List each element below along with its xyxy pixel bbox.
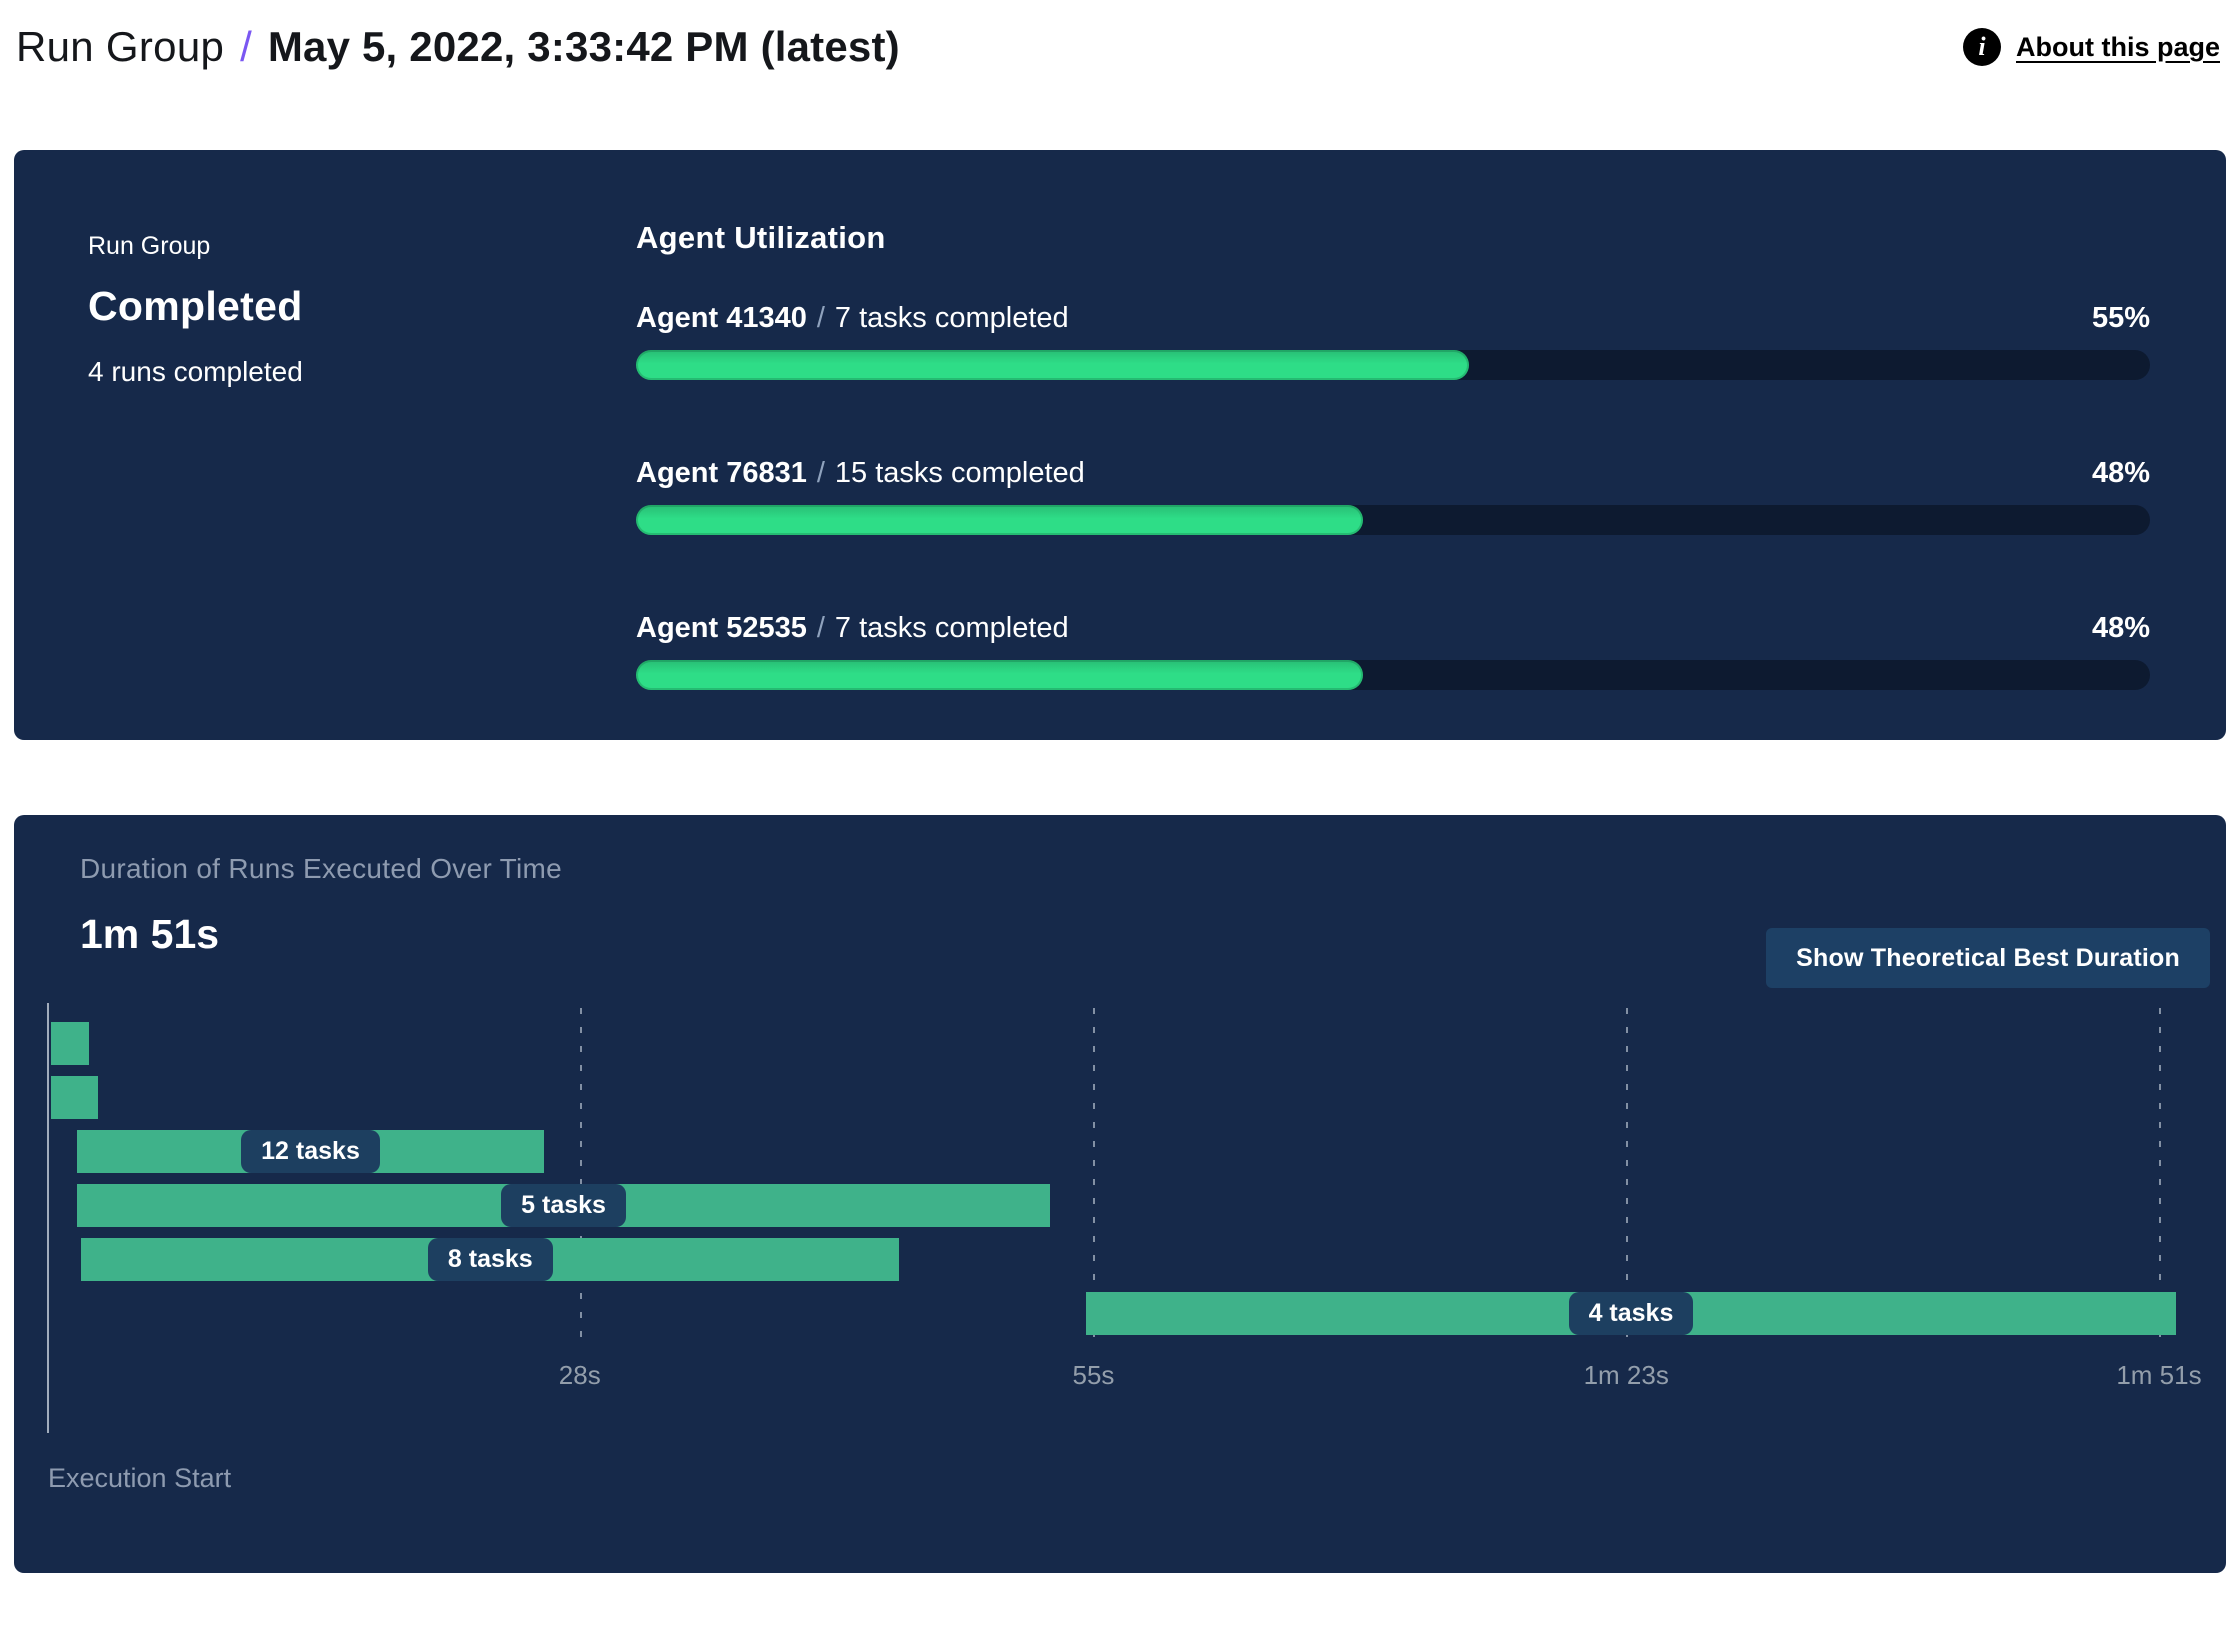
breadcrumb: Run Group / May 5, 2022, 3:33:42 PM (lat…	[16, 23, 900, 71]
agent-label-separator: /	[816, 457, 825, 489]
agent-name: Agent 41340	[636, 302, 807, 334]
gantt-bar-label: 5 tasks	[501, 1184, 626, 1227]
gantt-tick-label: 1m 51s	[2116, 1360, 2202, 1390]
run-group-label: Run Group	[88, 232, 211, 260]
about-link-label: About this page	[2016, 31, 2220, 62]
breadcrumb-root: Run Group	[16, 23, 225, 70]
run-group-summary: Run Group Completed 4 runs completed	[88, 220, 636, 740]
agent-utilization-percent: 48%	[2091, 457, 2150, 489]
page-header: Run Group / May 5, 2022, 3:33:42 PM (lat…	[0, 0, 2240, 80]
agent-tasks-completed: 7 tasks completed	[834, 302, 1069, 334]
gantt-chart-area: 28s 55s 1m 23s 1m 51s 12 tasks 5 tasks 8 tasks…	[47, 1003, 2202, 1433]
gantt-run-bar[interactable]: 4 tasks	[1085, 1292, 2177, 1335]
gantt-gridline	[1093, 1008, 1096, 1348]
breadcrumb-separator: /	[240, 23, 252, 70]
gantt-gridline	[2158, 1008, 2161, 1348]
gantt-tick-label: 28s	[558, 1360, 601, 1390]
utilization-progress-track	[636, 660, 2150, 690]
about-this-page-link[interactable]: i About this page	[1963, 28, 2220, 66]
gantt-run-bar[interactable]: 8 tasks	[81, 1238, 900, 1281]
agent-utilization-row: Agent 76831 / 15 tasks completed 48%	[636, 457, 2150, 535]
gantt-run-bar[interactable]	[50, 1076, 99, 1119]
show-theoretical-best-duration-button[interactable]: Show Theoretical Best Duration	[1766, 928, 2210, 988]
agent-label-separator: /	[816, 612, 825, 644]
agent-label-separator: /	[816, 302, 825, 334]
gantt-bar-label: 8 tasks	[427, 1238, 553, 1281]
agent-utilization-row: Agent 52535 / 7 tasks completed 48%	[636, 612, 2150, 690]
run-group-panel: Run Group Completed 4 runs completed Age…	[14, 150, 2226, 740]
agent-utilization-heading: Agent Utilization	[636, 220, 886, 255]
agent-utilization-section: Agent Utilization Agent 41340 / 7 tasks co…	[636, 220, 2150, 740]
agent-tasks-completed: 15 tasks completed	[834, 457, 1085, 489]
gantt-gridline	[1626, 1008, 1629, 1348]
gantt-bar-label: 12 tasks	[241, 1130, 380, 1173]
execution-start-axis-line	[47, 1003, 49, 1433]
agent-utilization-percent: 48%	[2091, 612, 2150, 644]
gantt-tick-label: 55s	[1072, 1360, 1115, 1390]
total-duration-value: 1m 51s	[80, 911, 220, 957]
agent-tasks-completed: 7 tasks completed	[834, 612, 1069, 644]
agent-name: Agent 52535	[636, 612, 807, 644]
utilization-progress-track	[636, 350, 2150, 380]
page-title: May 5, 2022, 3:33:42 PM (latest)	[267, 23, 900, 70]
utilization-progress-fill	[636, 505, 1363, 535]
utilization-progress-fill	[636, 350, 1469, 380]
duration-panel: Duration of Runs Executed Over Time 1m 5…	[14, 815, 2226, 1573]
gantt-run-bar[interactable]: 12 tasks	[77, 1130, 544, 1173]
gantt-gridline	[579, 1008, 582, 1348]
gantt-bar-label: 4 tasks	[1568, 1292, 1694, 1335]
runs-completed-count: 4 runs completed	[88, 356, 303, 387]
gantt-run-bar[interactable]	[50, 1022, 89, 1065]
duration-chart-title: Duration of Runs Executed Over Time	[80, 853, 563, 884]
utilization-progress-fill	[636, 660, 1363, 690]
execution-start-label: Execution Start	[48, 1463, 232, 1493]
agent-utilization-percent: 55%	[2091, 302, 2150, 334]
agent-name: Agent 76831	[636, 457, 807, 489]
agent-utilization-row: Agent 41340 / 7 tasks completed 55%	[636, 302, 2150, 380]
gantt-run-bar[interactable]: 5 tasks	[77, 1184, 1050, 1227]
gantt-tick-label: 1m 23s	[1583, 1360, 1669, 1390]
utilization-progress-track	[636, 505, 2150, 535]
info-icon: i	[1963, 28, 2001, 66]
run-group-status: Completed	[88, 283, 303, 329]
